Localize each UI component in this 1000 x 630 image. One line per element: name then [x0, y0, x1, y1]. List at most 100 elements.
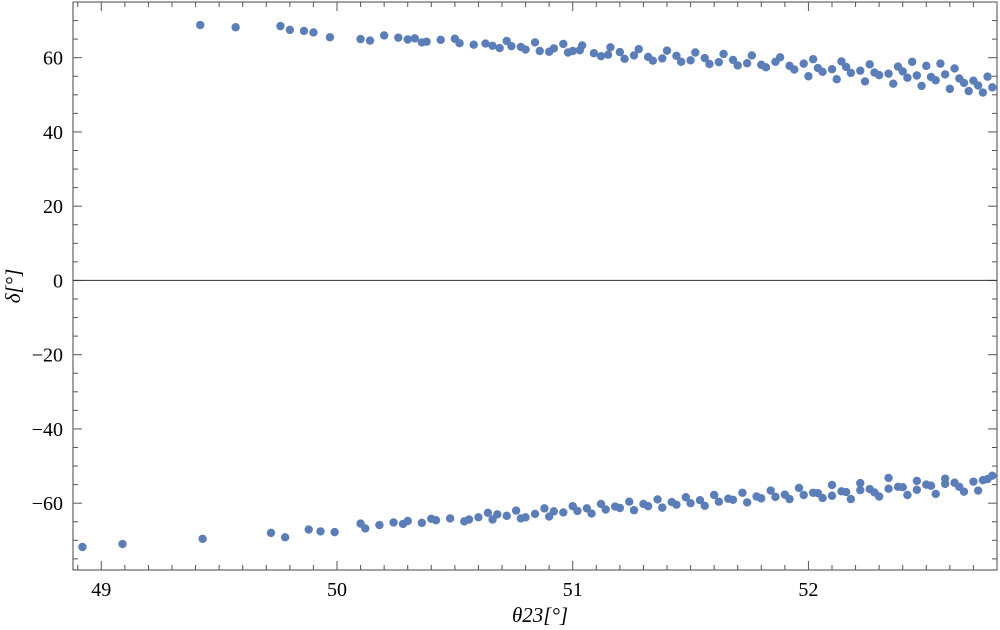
- data-point: [653, 495, 662, 504]
- data-point: [502, 511, 511, 520]
- y-tick-label: −40: [32, 419, 63, 441]
- data-point: [672, 51, 681, 61]
- data-point: [945, 84, 955, 94]
- y-tick-label: 40: [43, 122, 63, 144]
- data-point: [686, 56, 695, 65]
- x-axis-label: θ23[°]: [512, 603, 568, 627]
- data-point: [903, 73, 912, 82]
- data-point: [667, 497, 676, 507]
- data-point: [964, 86, 973, 96]
- data-point: [978, 88, 988, 97]
- y-axis-label: δ[°]: [1, 269, 25, 304]
- data-point: [445, 514, 455, 523]
- data-point: [907, 57, 917, 66]
- data-point: [603, 50, 613, 59]
- data-point: [549, 507, 559, 516]
- data-point: [511, 506, 521, 515]
- data-point: [634, 44, 643, 54]
- data-point: [559, 508, 568, 517]
- data-point: [309, 28, 318, 37]
- data-point: [950, 478, 959, 487]
- data-point: [516, 42, 526, 52]
- data-point: [629, 51, 639, 60]
- y-tick-label: −20: [32, 345, 63, 367]
- data-point: [856, 66, 865, 75]
- data-point: [375, 520, 384, 530]
- data-point: [856, 485, 865, 495]
- data-point: [728, 55, 738, 65]
- data-point: [912, 485, 922, 495]
- data-point: [681, 493, 691, 502]
- data-point: [742, 498, 752, 507]
- data-point: [799, 490, 808, 500]
- data-point: [837, 57, 846, 66]
- data-point: [856, 478, 865, 488]
- data-point: [780, 490, 790, 499]
- data-point: [417, 518, 427, 528]
- data-point: [427, 514, 436, 523]
- points-layer: [78, 20, 997, 552]
- data-point: [808, 54, 818, 64]
- data-point: [978, 475, 988, 485]
- data-point: [78, 542, 87, 552]
- data-point: [544, 47, 554, 56]
- data-point: [568, 501, 577, 511]
- data-point: [379, 31, 389, 40]
- data-point: [691, 48, 700, 57]
- data-point: [917, 81, 926, 91]
- data-point: [889, 79, 898, 88]
- data-point: [280, 533, 290, 542]
- data-point: [912, 71, 922, 80]
- data-point: [483, 508, 493, 518]
- data-point: [285, 25, 295, 35]
- data-point: [198, 534, 207, 544]
- data-point: [686, 498, 695, 508]
- data-point: [469, 40, 478, 49]
- data-point: [481, 39, 490, 48]
- ticks-layer: 49 50 51 52 −60 −40 −20 0 20 40 60: [32, 1, 998, 601]
- data-point: [648, 56, 658, 65]
- y-tick-label: −60: [32, 493, 63, 515]
- data-point: [818, 67, 827, 76]
- data-point: [903, 490, 912, 500]
- data-point: [837, 487, 846, 496]
- data-point: [747, 51, 757, 60]
- data-point: [196, 20, 205, 30]
- data-point: [705, 59, 714, 69]
- data-point: [874, 492, 884, 501]
- x-tick-label: 49: [91, 579, 111, 601]
- data-point: [568, 46, 577, 56]
- data-point: [316, 527, 325, 536]
- data-point: [884, 69, 893, 78]
- data-point: [266, 528, 276, 538]
- data-point: [959, 78, 969, 88]
- data-point: [719, 49, 728, 59]
- data-point: [493, 510, 502, 519]
- data-point: [530, 38, 540, 47]
- data-point: [629, 506, 639, 515]
- data-point: [827, 64, 837, 74]
- data-point: [639, 499, 648, 509]
- data-point: [436, 35, 445, 45]
- data-point: [865, 484, 874, 494]
- data-point: [394, 33, 403, 42]
- data-point: [714, 497, 724, 506]
- data-point: [804, 72, 813, 81]
- data-point: [464, 515, 474, 524]
- data-point: [361, 524, 370, 533]
- data-point: [983, 72, 992, 81]
- data-point: [389, 518, 398, 527]
- data-point: [931, 76, 940, 85]
- data-point: [620, 54, 629, 63]
- data-point: [356, 34, 365, 44]
- y-tick-label: 20: [43, 196, 63, 218]
- data-point: [959, 487, 969, 496]
- data-point: [582, 504, 592, 513]
- data-point: [403, 35, 412, 44]
- data-point: [988, 471, 997, 480]
- data-point: [827, 491, 837, 500]
- data-point: [884, 473, 893, 483]
- data-point: [988, 83, 997, 92]
- data-point: [714, 57, 724, 67]
